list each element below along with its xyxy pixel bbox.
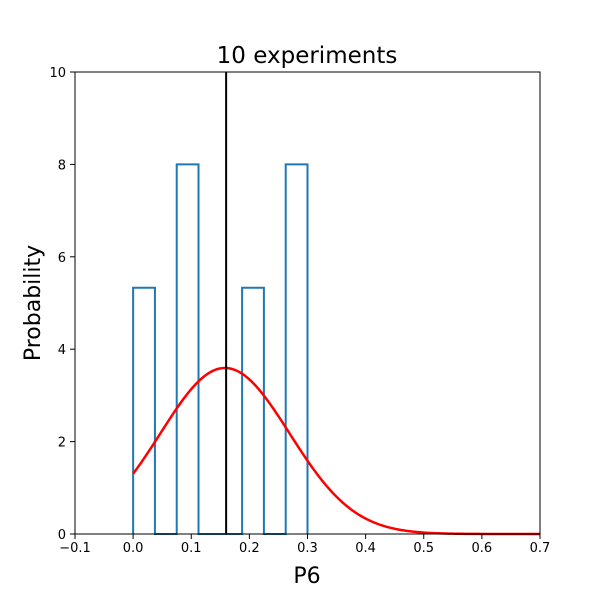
x-tick-label: 0.5	[413, 541, 434, 556]
x-tick-label: −0.1	[59, 541, 91, 556]
histogram-outline	[132, 163, 309, 535]
x-tick-label: 0.6	[472, 541, 493, 556]
histogram-bar	[133, 288, 155, 534]
curve-layer	[132, 366, 540, 536]
x-tick-label: 0.2	[239, 541, 260, 556]
y-tick-label: 0	[58, 528, 66, 543]
histogram-layer	[132, 163, 309, 535]
x-tick-label: 0.0	[123, 541, 144, 556]
y-tick-label: 8	[58, 158, 66, 173]
x-tick-label: 0.7	[530, 541, 551, 556]
x-tick-label: 0.4	[355, 541, 376, 556]
x-axis-title: P6	[293, 564, 320, 589]
chart-title: 10 experiments	[217, 43, 398, 69]
ticks-layer: −0.1 0.0 0.1 0.2 0.3 0.4 0.5 0.6 0.7 0 2 4 6 8 10	[49, 66, 550, 556]
y-tick-label: 10	[49, 66, 66, 81]
y-tick-label: 4	[58, 343, 66, 358]
histogram-bar	[177, 164, 199, 534]
histogram-bar	[286, 164, 308, 534]
x-tick-label: 0.1	[181, 541, 202, 556]
histogram-bar	[242, 288, 264, 534]
normal-distribution-curve	[132, 366, 540, 536]
y-axis-title: Probability	[21, 245, 46, 361]
y-tick-label: 6	[58, 251, 66, 266]
y-tick-label: 2	[58, 436, 66, 451]
x-tick-label: 0.3	[297, 541, 318, 556]
